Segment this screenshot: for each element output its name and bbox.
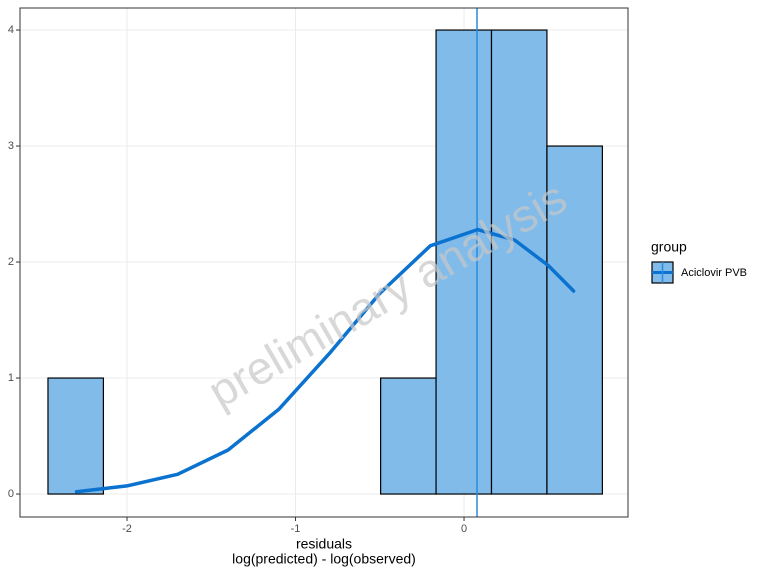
x-tick-label: -1 [291,523,301,535]
y-tick-label: 1 [8,372,14,384]
bar [490,29,548,495]
y-tick-label: 2 [8,256,14,268]
bar [380,377,437,495]
y-tick-label: 4 [8,24,14,36]
bar [47,377,105,495]
legend-label: Aciclovir PVB [681,267,747,279]
x-tick-label: 0 [461,523,467,535]
bar [435,29,493,495]
x-tick-label: -2 [122,523,132,535]
density-curve [74,227,576,494]
bar [546,145,603,495]
x-axis-label: residuals [296,536,352,552]
y-tick-label: 0 [8,488,14,500]
x-axis-label: log(predicted) - log(observed) [232,551,416,567]
legend-title: group [651,239,687,255]
y-tick-label: 3 [8,140,14,152]
